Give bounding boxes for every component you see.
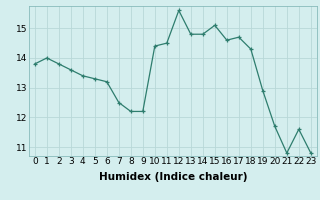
X-axis label: Humidex (Indice chaleur): Humidex (Indice chaleur) bbox=[99, 172, 247, 182]
